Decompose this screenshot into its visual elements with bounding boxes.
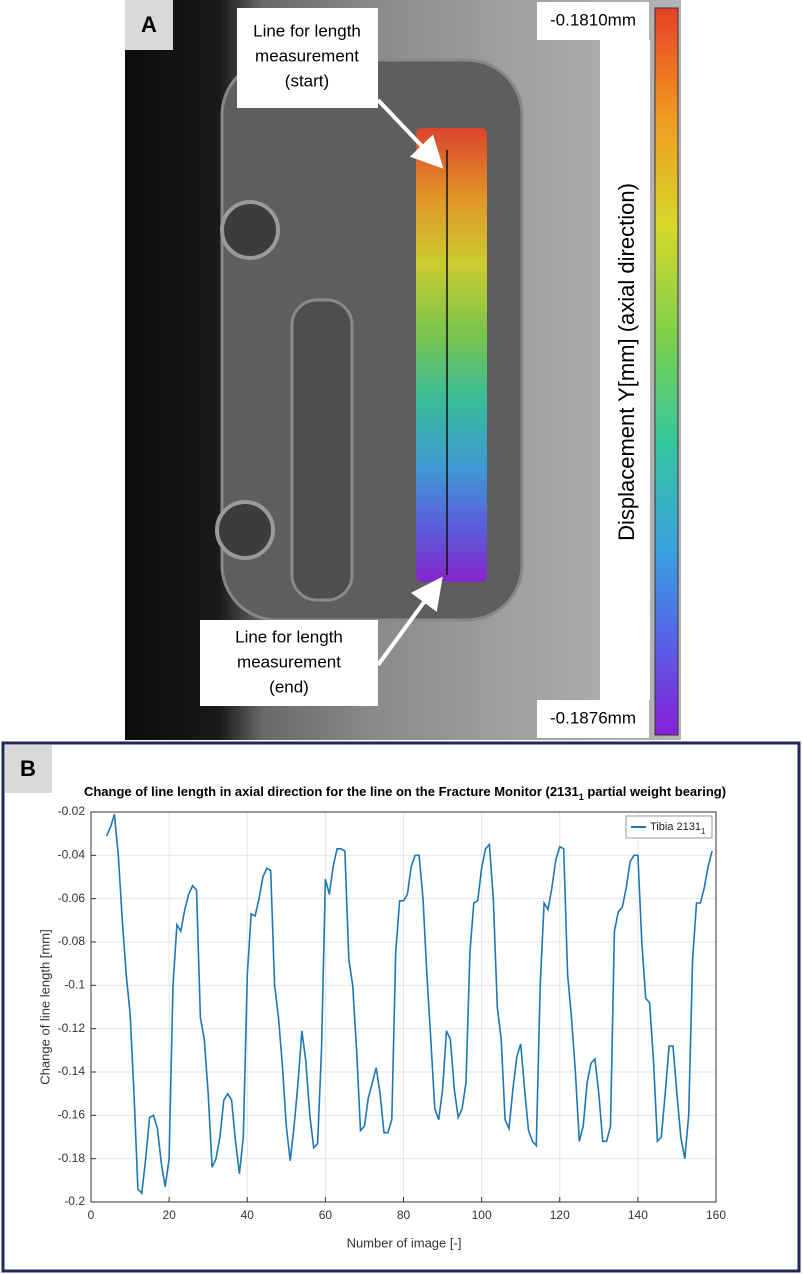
y-tick-label: -0.04 bbox=[58, 848, 86, 862]
x-tick-label: 40 bbox=[241, 1208, 255, 1222]
data-line bbox=[105, 813, 713, 1196]
annotation-text: Line for length bbox=[253, 21, 361, 40]
annotation-box bbox=[200, 620, 378, 706]
colorbar-max-label: -0.1810mm bbox=[550, 10, 636, 29]
x-tick-label: 160 bbox=[706, 1208, 726, 1222]
y-tick-label: -0.1 bbox=[64, 978, 85, 992]
y-tick-label: -0.14 bbox=[58, 1064, 86, 1078]
colorbar-label-box bbox=[537, 2, 649, 40]
y-tick-label: -0.06 bbox=[58, 891, 86, 905]
x-tick-label: 120 bbox=[550, 1208, 570, 1222]
title-text: partial weight bearing) bbox=[584, 784, 726, 799]
annotation-box bbox=[237, 8, 378, 108]
x-tick-label: 140 bbox=[628, 1208, 648, 1222]
y-axis-label: Change of line length [mm] bbox=[37, 929, 52, 1084]
colorbar-min-label: -0.1876mm bbox=[550, 708, 636, 727]
chart-title: Change of line length in axial direction… bbox=[84, 784, 726, 802]
title-subscript: 1 bbox=[579, 792, 584, 802]
arrow bbox=[376, 98, 444, 169]
panel-label-box bbox=[5, 745, 52, 793]
y-tick-label: -0.12 bbox=[58, 1021, 86, 1035]
annotation-text: (end) bbox=[269, 677, 309, 696]
plot-area: -0.2 -0.18 -0.16 -0.14 -0.12 -0.1 -0.08 -0.06 -0… bbox=[58, 804, 727, 1222]
x-tick-label: 60 bbox=[319, 1208, 333, 1222]
y-tick-label: -0.2 bbox=[64, 1194, 85, 1208]
annotation-text: measurement bbox=[237, 652, 341, 671]
panel-label-box bbox=[125, 0, 173, 50]
x-tick-label: 20 bbox=[162, 1208, 176, 1222]
panel-label: B bbox=[20, 756, 36, 781]
y-tick-label: -0.16 bbox=[58, 1108, 86, 1122]
x-tick-label: 100 bbox=[472, 1208, 492, 1222]
legend-entry: Tibia 21311 bbox=[650, 821, 706, 836]
y-tick-label: -0.02 bbox=[58, 804, 86, 818]
displacement-field bbox=[416, 128, 487, 582]
annotation-text: Line for length bbox=[235, 627, 343, 646]
plot-frame bbox=[90, 811, 717, 1203]
colorbar-title: Displacement Y[mm] (axial direction) bbox=[614, 183, 639, 541]
slot bbox=[290, 298, 354, 602]
y-tick-label: -0.08 bbox=[58, 934, 86, 948]
panel-a: A -0.1810mm -0.1876mm Displacement Y[mm]… bbox=[125, 0, 681, 740]
colorbar-label-box bbox=[537, 700, 649, 738]
annotation-text: measurement bbox=[255, 46, 359, 65]
screw bbox=[220, 200, 280, 260]
x-tick-label: 0 bbox=[88, 1208, 95, 1222]
annotation-text: (start) bbox=[285, 71, 329, 90]
colorbar bbox=[654, 7, 679, 736]
x-axis-label: Number of image [-] bbox=[347, 1235, 462, 1250]
x-tick-label: 80 bbox=[397, 1208, 411, 1222]
y-tick-label: -0.18 bbox=[58, 1151, 86, 1165]
colorbar-title-box bbox=[600, 40, 650, 700]
title-text: Change of line length in axial direction… bbox=[84, 784, 579, 799]
screw bbox=[215, 500, 275, 560]
legend-text: Tibia 2131 bbox=[650, 821, 701, 833]
legend-box bbox=[625, 815, 713, 839]
panel-label: A bbox=[141, 12, 157, 37]
legend-subscript: 1 bbox=[701, 827, 706, 836]
arrow bbox=[376, 576, 443, 667]
